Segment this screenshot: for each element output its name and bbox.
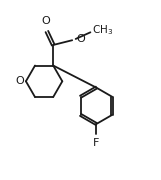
Text: O: O [76,34,85,44]
Text: O: O [15,76,24,86]
Text: CH$_3$: CH$_3$ [92,23,113,37]
Text: O: O [42,16,50,26]
Text: F: F [93,138,99,148]
